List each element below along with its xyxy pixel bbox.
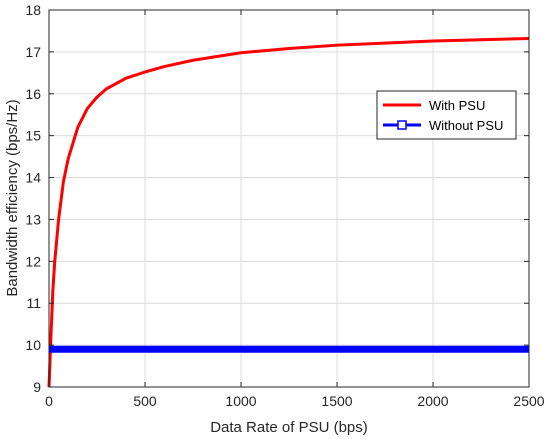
y-tick-label: 15 xyxy=(25,128,41,144)
legend-box xyxy=(376,90,517,140)
y-tick-label: 17 xyxy=(25,44,41,60)
y-tick-label: 16 xyxy=(25,86,41,102)
x-axis-label: Data Rate of PSU (bps) xyxy=(210,419,368,436)
x-tick-label: 1500 xyxy=(321,393,352,409)
legend-label-2: Without PSU xyxy=(429,118,503,133)
y-tick-label: 9 xyxy=(33,379,41,395)
y-tick-label: 10 xyxy=(25,337,41,353)
legend-label-1: With PSU xyxy=(429,98,485,113)
y-tick-label: 13 xyxy=(25,211,41,227)
y-tick-label: 14 xyxy=(25,170,41,186)
x-tick-label: 2000 xyxy=(417,393,448,409)
plot-frame xyxy=(48,9,530,388)
legend-marker-square xyxy=(397,120,407,130)
x-tick-label: 0 xyxy=(45,393,53,409)
series-lines xyxy=(47,36,530,388)
y-axis-label: Bandwidth efficiency (bps/Hz) xyxy=(4,99,21,296)
series-line-1 xyxy=(47,36,530,388)
axis-ticks: 0 500 1000 1500 2000 2500 9 10 11 12 13 14 15 16 17 18 xyxy=(25,2,544,409)
y-tick-label: 12 xyxy=(25,253,41,269)
legend: With PSU Without PSU xyxy=(376,90,517,140)
x-tick-label: 1000 xyxy=(225,393,256,409)
y-tick-label: 18 xyxy=(25,2,41,18)
y-tick-label: 11 xyxy=(26,295,41,311)
x-tick-label: 2500 xyxy=(513,393,544,409)
x-tick-label: 500 xyxy=(133,393,157,409)
plot-background xyxy=(49,10,529,387)
